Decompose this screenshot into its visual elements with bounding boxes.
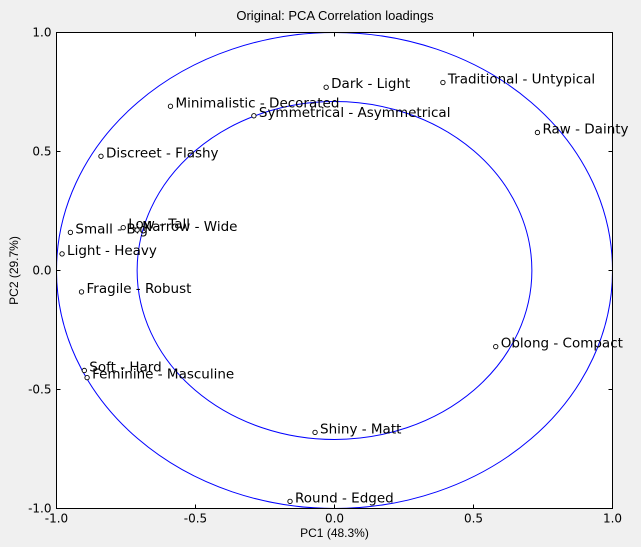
loading-point: [323, 84, 329, 90]
x-tick-label: 0.5: [464, 512, 483, 526]
loading-point: [134, 227, 140, 233]
loading-point-label: Raw - Dainty: [542, 121, 628, 137]
loading-point-label: Discreet - Flashy: [106, 145, 219, 161]
loading-point-label: Low - Tall: [128, 217, 190, 233]
loading-point-label: Dark - Light: [331, 76, 410, 92]
x-tick-label: 1.0: [603, 512, 622, 526]
loading-point: [120, 225, 126, 231]
y-tick-label: 0.0: [32, 264, 51, 278]
y-tick-label: -0.5: [28, 383, 51, 397]
loading-point-label: Light - Heavy: [67, 243, 157, 259]
loading-point-label: Symmetrical - Asymmetrical: [259, 105, 451, 121]
x-tick-label: -0.5: [184, 512, 207, 526]
inner-circle: [136, 101, 533, 440]
loading-point-label: Minimalistic - Decorated: [175, 95, 339, 111]
loading-point: [287, 498, 293, 505]
loading-point: [81, 367, 87, 374]
loading-point: [98, 153, 104, 159]
chart-title: Original: PCA Correlation loadings: [236, 8, 434, 23]
loading-point: [440, 79, 446, 86]
loading-point-label: Traditional - Untypical: [447, 71, 595, 87]
loading-point: [67, 229, 74, 236]
loading-point-label: Shiny - Matt: [320, 421, 401, 437]
y-tick-label: -1.0: [28, 502, 51, 516]
x-tick-label: -1.0: [45, 512, 68, 526]
loading-point-label: Narrow - Wide: [142, 219, 237, 235]
y-tick-label: 0.5: [32, 145, 51, 159]
correlation-circles: [56, 32, 613, 509]
plot-area: [56, 32, 613, 509]
loading-point: [534, 129, 541, 136]
loading-point-label: Soft - Hard: [89, 359, 161, 375]
loading-point: [59, 251, 65, 257]
loading-point-label: Small - Big: [75, 221, 148, 237]
loading-point-label: Feminine - Masculine: [92, 367, 234, 383]
x-axis-label: PC1 (48.3%): [300, 526, 369, 540]
x-tick-label: 0.0: [325, 512, 344, 526]
y-tick-label: 1.0: [32, 26, 51, 40]
loading-point-label: Round - Edged: [295, 490, 394, 506]
loading-point: [312, 429, 318, 435]
loading-point: [493, 344, 499, 350]
axis-ticks: -1.0 -0.5 0.0 0.5 1.0 1.0 0.5 0.0 -0.5 -1.0: [28, 26, 622, 526]
loading-point: [78, 289, 85, 295]
loading-point-label: Fragile - Robust: [87, 281, 192, 297]
loadings-points: Dark - Light Traditional - Untypical Minim…: [59, 71, 629, 506]
loading-point: [251, 113, 257, 119]
loading-point: [84, 374, 90, 381]
loading-point: [167, 103, 174, 109]
y-axis-label: PC2 (29.7%): [7, 236, 21, 305]
loading-point-label: Oblong - Compact: [501, 336, 623, 352]
